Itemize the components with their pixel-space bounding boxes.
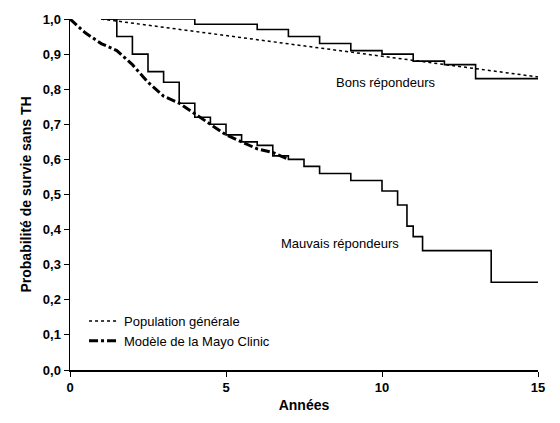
svg-text:0,3: 0,3 xyxy=(43,257,61,272)
svg-text:Population générale: Population générale xyxy=(124,314,240,329)
svg-text:0,8: 0,8 xyxy=(43,82,61,97)
svg-text:10: 10 xyxy=(375,380,389,395)
svg-text:Années: Années xyxy=(279,397,330,413)
svg-text:1,0: 1,0 xyxy=(43,12,61,27)
svg-text:0,9: 0,9 xyxy=(43,47,61,62)
svg-text:0,4: 0,4 xyxy=(43,222,62,237)
svg-text:Mauvais répondeurs: Mauvais répondeurs xyxy=(281,236,399,251)
svg-text:0,7: 0,7 xyxy=(43,117,61,132)
svg-text:0,2: 0,2 xyxy=(43,292,61,307)
svg-text:0,1: 0,1 xyxy=(43,327,61,342)
svg-text:Probabilité de survie sans TH: Probabilité de survie sans TH xyxy=(18,96,34,292)
svg-text:Bons répondeurs: Bons répondeurs xyxy=(336,75,436,90)
svg-text:5: 5 xyxy=(222,380,229,395)
svg-text:0,6: 0,6 xyxy=(43,152,61,167)
svg-text:0,5: 0,5 xyxy=(43,187,61,202)
svg-text:15: 15 xyxy=(531,380,545,395)
svg-text:Modèle de la Mayo Clinic: Modèle de la Mayo Clinic xyxy=(124,334,270,349)
svg-text:0,0: 0,0 xyxy=(43,363,61,378)
svg-text:0: 0 xyxy=(66,380,73,395)
